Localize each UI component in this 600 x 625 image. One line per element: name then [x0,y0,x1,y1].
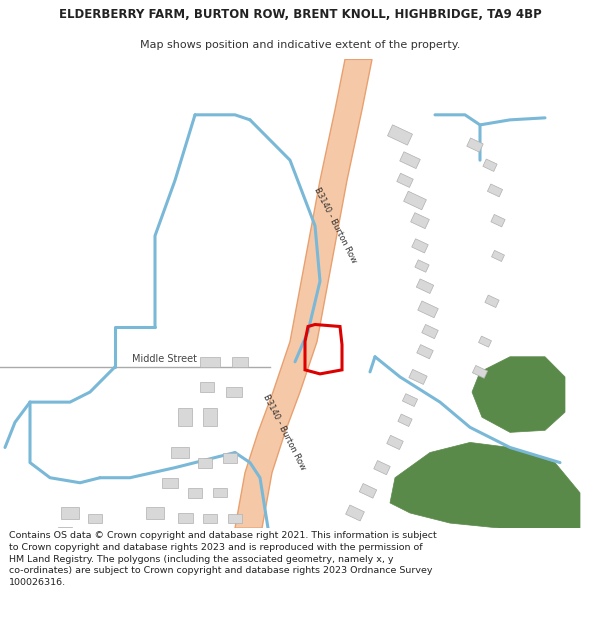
Polygon shape [390,442,580,528]
Polygon shape [404,191,427,210]
Polygon shape [346,505,364,521]
Polygon shape [213,488,227,498]
Polygon shape [178,408,192,426]
Text: Map shows position and indicative extent of the property.: Map shows position and indicative extent… [140,39,460,49]
Polygon shape [418,301,438,318]
Polygon shape [491,251,505,261]
Polygon shape [359,484,377,498]
Polygon shape [467,138,483,152]
Polygon shape [410,213,430,229]
Polygon shape [409,369,427,384]
Polygon shape [397,173,413,188]
Polygon shape [417,344,433,359]
Polygon shape [171,447,189,458]
Polygon shape [491,214,505,227]
Text: Contains OS data © Crown copyright and database right 2021. This information is : Contains OS data © Crown copyright and d… [9,531,437,588]
Polygon shape [472,357,565,432]
Polygon shape [146,508,164,519]
Polygon shape [422,324,438,339]
Polygon shape [61,508,79,519]
Polygon shape [198,458,212,468]
Polygon shape [487,184,503,197]
Polygon shape [200,382,214,391]
Polygon shape [412,239,428,253]
Polygon shape [400,152,420,169]
Text: B3140 - Burton Row: B3140 - Burton Row [261,393,307,472]
Polygon shape [226,387,242,397]
Polygon shape [235,59,372,528]
Polygon shape [203,514,217,522]
Polygon shape [485,295,499,308]
Polygon shape [228,514,242,522]
Polygon shape [374,461,390,475]
Polygon shape [58,527,72,536]
Polygon shape [88,514,102,522]
Polygon shape [387,436,403,449]
Text: Middle Street: Middle Street [133,354,197,364]
Polygon shape [188,488,202,498]
Polygon shape [479,336,491,347]
Polygon shape [483,159,497,171]
Polygon shape [232,357,248,367]
Text: B3140 - Burton Row: B3140 - Burton Row [312,186,358,265]
Polygon shape [388,125,413,145]
Polygon shape [398,414,412,426]
Polygon shape [472,366,488,378]
Polygon shape [162,478,178,488]
Text: ELDERBERRY FARM, BURTON ROW, BRENT KNOLL, HIGHBRIDGE, TA9 4BP: ELDERBERRY FARM, BURTON ROW, BRENT KNOLL… [59,8,541,21]
Polygon shape [415,260,429,272]
Polygon shape [178,513,193,523]
Polygon shape [200,357,220,367]
Polygon shape [223,452,237,462]
Polygon shape [403,394,418,406]
Polygon shape [203,408,217,426]
Polygon shape [416,279,434,294]
